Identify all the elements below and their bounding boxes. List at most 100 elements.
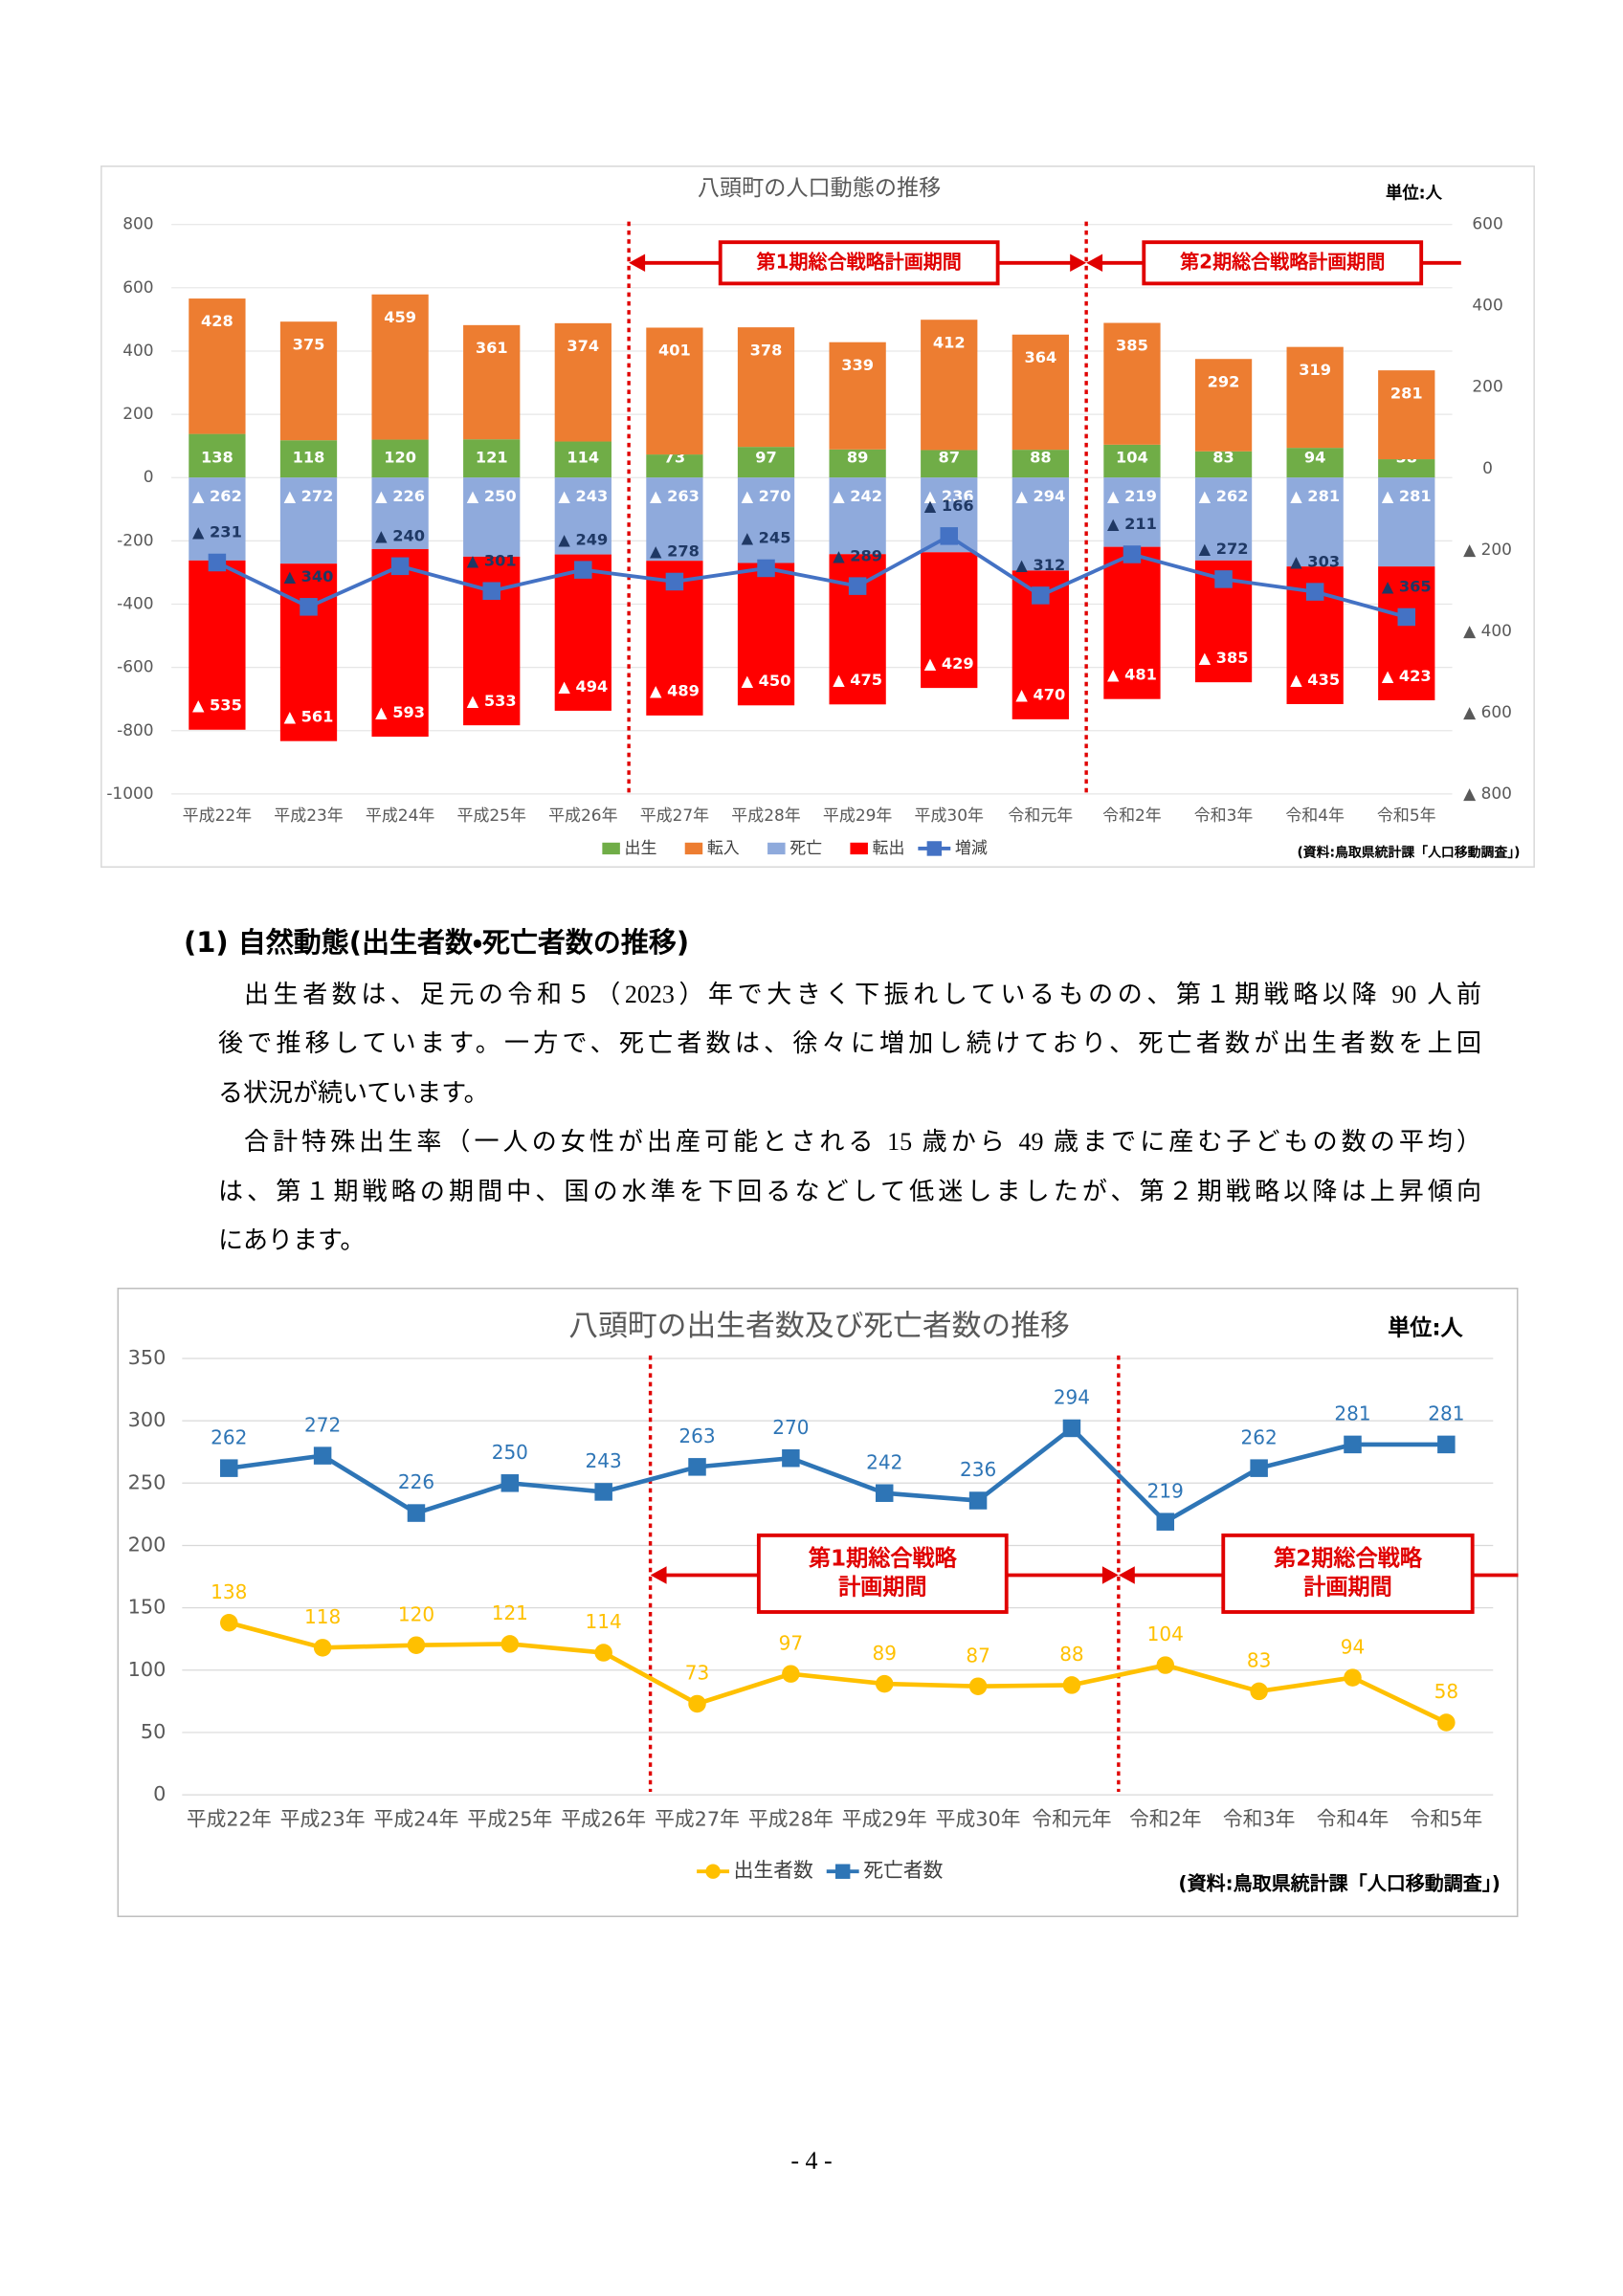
value-label: 270 (772, 1416, 809, 1439)
x-tick-label: 平成26年 (561, 1807, 646, 1830)
bar (554, 441, 611, 478)
x-tick-label: 平成30年 (936, 1807, 1021, 1830)
value-label: 428 (201, 312, 233, 330)
text-line: は、第１期戦略の期間中、国の水準を下回るなどして低迷しましたが、第２期戦略以降は… (218, 1177, 1481, 1205)
bar (554, 554, 611, 711)
value-label: 364 (1024, 348, 1056, 366)
value-label: 459 (384, 308, 416, 326)
value-label: ▲ 423 (1382, 667, 1432, 685)
x-tick-label: 令和4年 (1285, 806, 1345, 825)
birth-death-chart: 0 50 100 150 200 250 300 350 八頭町の出生者数及び死亡者数の推移 単位… (117, 1288, 1519, 1917)
bar (371, 439, 429, 478)
population-chart: 800 600 400 200 0 -200 -400 -600 -800 -1000 600 400… (100, 166, 1535, 868)
y-tick-label: 600 (122, 277, 153, 297)
source-note: (資料:鳥取県統計課「人口移動調査」) (1178, 1872, 1501, 1895)
point (220, 1459, 238, 1477)
y-tick-label: -1000 (106, 784, 153, 803)
legend-label: 転出 (873, 838, 905, 857)
value-label: 89 (847, 449, 869, 467)
point (220, 1614, 238, 1632)
value-label: ▲ 593 (375, 703, 425, 721)
value-label: 219 (1147, 1479, 1184, 1502)
y-tick-label: 200 (128, 1533, 167, 1556)
bar (189, 433, 246, 478)
x-tick-label: 平成24年 (366, 806, 434, 825)
value-label: 374 (567, 337, 599, 355)
value-label: ▲ 475 (833, 671, 882, 689)
section-heading: (1) 自然動態(出生者数・死亡者数の推移) (184, 926, 690, 959)
arrow-head (1101, 1566, 1119, 1584)
unit-label: 単位:人 (1386, 183, 1443, 203)
value-label: 378 (750, 341, 783, 359)
legend-swatch (684, 842, 703, 855)
text-line: にあります。 (218, 1225, 366, 1254)
arrow-head (650, 1566, 667, 1584)
point (968, 1677, 988, 1695)
bar (1103, 444, 1161, 478)
point (1062, 1419, 1081, 1438)
bar (279, 563, 338, 741)
bar (1378, 459, 1435, 478)
value-label: ▲ 262 (192, 487, 242, 505)
arrow-head (629, 254, 646, 273)
y2-tick-label: ▲ 600 (1463, 702, 1512, 721)
value-label: 375 (293, 335, 325, 353)
x-tick-label: 平成25年 (467, 1807, 552, 1830)
value-label: 243 (586, 1449, 622, 1472)
y2-tick-label: 0 (1482, 458, 1493, 477)
value-label: ▲ 450 (742, 672, 791, 690)
value-label: 87 (966, 1644, 989, 1667)
value-label: 120 (398, 1602, 434, 1625)
bar (554, 477, 611, 555)
text-line: 出生者数は、足元の令和５（2023）年で大きく下振れしているものの、第１期戦略以… (244, 981, 1481, 1008)
bar (1378, 477, 1435, 567)
legend-swatch (767, 842, 786, 855)
value-label: 272 (304, 1413, 341, 1436)
value-label: 292 (1208, 372, 1240, 390)
point (848, 577, 867, 595)
value-label: ▲ 250 (467, 487, 517, 505)
value-label: 138 (201, 449, 233, 467)
value-label: ▲ 245 (742, 529, 791, 547)
series-line (216, 534, 1408, 619)
bar (189, 298, 246, 434)
period-box (1142, 240, 1424, 286)
x-tick-label: 平成22年 (187, 1807, 272, 1830)
x-tick-label: 令和3年 (1194, 806, 1254, 825)
value-label: ▲ 272 (1199, 540, 1249, 558)
legend-label: 増減 (955, 838, 988, 857)
x-tick-label: 平成23年 (280, 1807, 366, 1830)
chart-title: 八頭町の出生者数及び死亡者数の推移 (568, 1309, 1070, 1343)
bar (371, 294, 429, 440)
value-label: 83 (1247, 1649, 1271, 1672)
point (300, 598, 318, 616)
legend-label: 死亡者数 (863, 1859, 943, 1882)
value-label: 88 (1059, 1643, 1083, 1666)
point (1156, 1512, 1175, 1531)
bar (463, 439, 521, 478)
value-label: ▲ 481 (1107, 666, 1157, 684)
bar (646, 327, 703, 455)
point (407, 1504, 426, 1522)
y2-tick-label: ▲ 200 (1463, 540, 1512, 559)
point (313, 1446, 332, 1465)
value-label: 114 (567, 449, 599, 467)
point (688, 1458, 706, 1476)
x-tick-label: 令和2年 (1129, 1807, 1202, 1830)
point (940, 527, 958, 545)
bar (737, 327, 795, 448)
bar (646, 477, 703, 562)
value-label: 401 (658, 342, 691, 360)
point (757, 559, 775, 578)
value-label: 94 (1341, 1635, 1365, 1658)
period-box (1221, 1533, 1475, 1614)
legend-marker (705, 1864, 721, 1879)
bar (371, 548, 429, 738)
value-label: ▲ 429 (924, 654, 974, 673)
bar (1012, 477, 1069, 571)
value-label: ▲ 435 (1290, 671, 1340, 689)
period-label: 計画期間 (1303, 1575, 1391, 1600)
value-label: 236 (960, 1458, 996, 1481)
value-label: 97 (755, 449, 777, 467)
period-label: 計画期間 (838, 1575, 926, 1600)
